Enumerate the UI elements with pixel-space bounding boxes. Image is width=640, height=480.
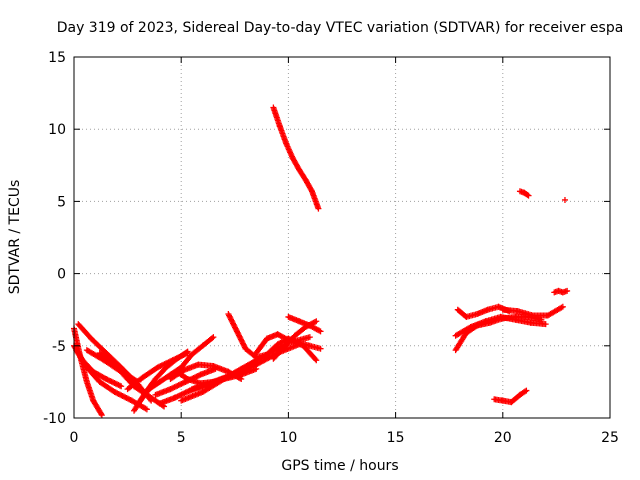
data-point (542, 321, 549, 328)
data-point (524, 191, 531, 198)
data-series-track-28 (561, 196, 568, 203)
data-series-track-15 (178, 334, 313, 404)
y-tick-label: -5 (52, 339, 66, 355)
data-point (98, 410, 105, 417)
data-point (316, 327, 323, 334)
data-point (317, 328, 324, 335)
data-point (313, 357, 320, 364)
y-tick-label: 15 (48, 50, 66, 66)
data-point (522, 388, 529, 395)
data-point (209, 335, 216, 342)
data-series-track-4 (73, 347, 150, 413)
axis-ticks: 0 5 10 15 20 25 -10 -5 0 5 10 15 (43, 50, 619, 446)
plot-border (73, 56, 611, 419)
data-point (232, 325, 239, 332)
data-point (312, 356, 319, 363)
data-point (227, 315, 234, 322)
data-point (239, 340, 246, 347)
data-series-track-19 (285, 313, 324, 335)
data-point (306, 334, 313, 341)
x-tick-label: 10 (279, 430, 297, 446)
data-point (230, 321, 237, 328)
y-tick-label: -10 (43, 411, 66, 427)
data-series-track-8 (135, 334, 217, 407)
y-tick-label: 5 (57, 194, 66, 210)
data-point (210, 334, 217, 341)
data-point (226, 312, 233, 319)
data-point (231, 323, 238, 330)
data-point (237, 335, 244, 342)
data-point (226, 313, 233, 320)
data-series-track-9 (124, 350, 191, 393)
data-point (308, 187, 315, 194)
data-point (313, 318, 320, 325)
data-point (231, 324, 238, 331)
data-point (237, 336, 244, 343)
data-point (239, 339, 246, 346)
data-point (240, 341, 247, 348)
data-series-track-20 (270, 104, 322, 212)
data-point (238, 337, 245, 344)
data-point (315, 205, 322, 212)
data-point (317, 345, 324, 352)
data-point (184, 350, 191, 357)
y-tick-label: 10 (48, 122, 66, 138)
data-point (235, 331, 242, 338)
data-series-track-26 (491, 387, 530, 406)
data-point (228, 316, 235, 323)
data-point (143, 406, 150, 413)
x-tick-label: 5 (177, 430, 186, 446)
data-point (233, 328, 240, 335)
x-tick-label: 15 (387, 430, 405, 446)
data-points (71, 104, 571, 419)
data-point (229, 319, 236, 326)
data-point (561, 196, 568, 203)
data-point (234, 329, 241, 336)
data-point (235, 332, 242, 339)
data-point (311, 318, 318, 325)
data-point (236, 333, 243, 340)
grid-lines (74, 57, 610, 418)
data-series-track-22 (452, 313, 549, 339)
data-point (523, 387, 530, 394)
y-tick-label: 0 (57, 267, 66, 283)
data-point (233, 327, 240, 334)
chart-title: Day 319 of 2023, Sidereal Day-to-day VTE… (57, 20, 624, 36)
data-point (225, 311, 232, 318)
data-point (98, 412, 105, 419)
data-point (564, 287, 571, 294)
data-series-track-17 (253, 331, 324, 357)
data-series-track-25 (551, 287, 571, 296)
x-tick-label: 20 (494, 430, 512, 446)
data-point (118, 383, 125, 390)
data-series-track-24 (499, 303, 566, 319)
x-tick-label: 0 (70, 430, 79, 446)
data-point (525, 192, 532, 199)
data-series-track-18 (270, 318, 320, 362)
x-axis-label: GPS time / hours (281, 458, 398, 474)
data-point (229, 320, 236, 327)
data-point (228, 317, 235, 324)
data-series-track-27 (516, 188, 532, 199)
x-tick-label: 25 (601, 430, 619, 446)
y-axis-label: SDTVAR / TECUs (7, 180, 23, 295)
data-point (559, 303, 566, 310)
data-point (241, 343, 248, 350)
